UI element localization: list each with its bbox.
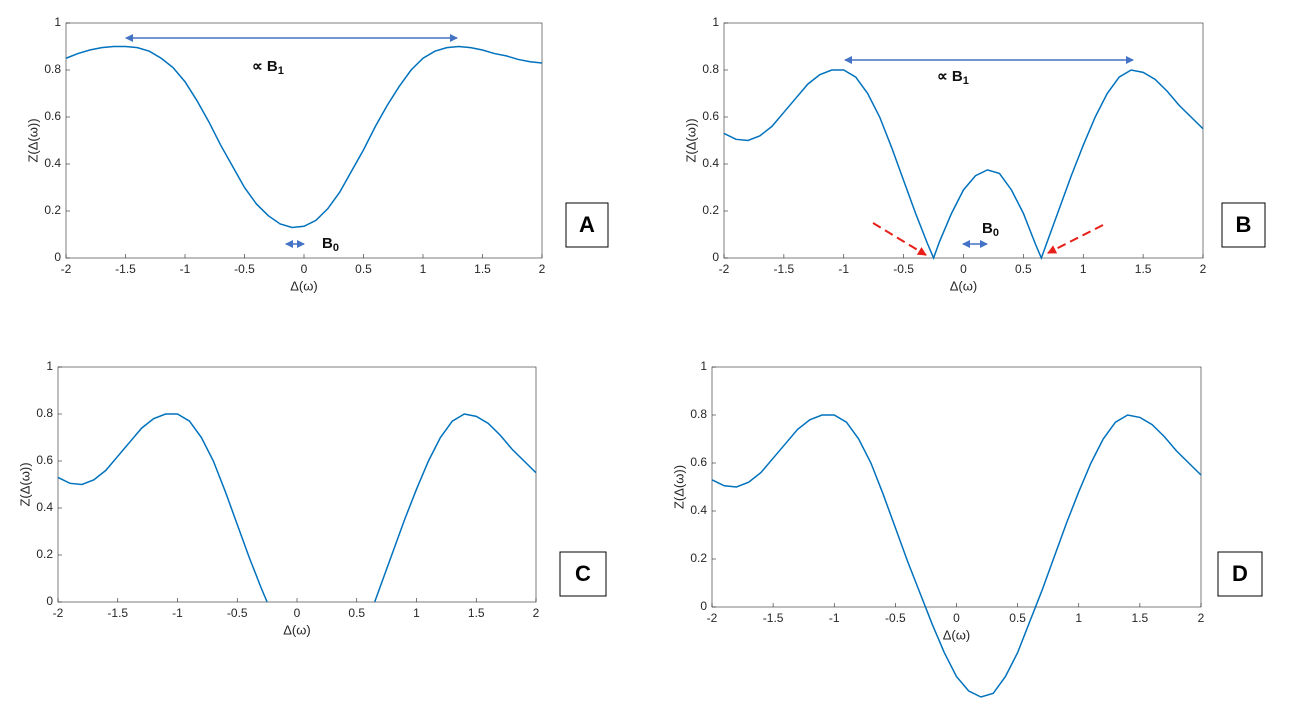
y-tick-label: 0.6 <box>44 109 61 123</box>
y-tick-label: 0.8 <box>702 62 719 76</box>
y-axis-label: Z(Δ(ω)) <box>683 118 698 162</box>
x-tick-label: -2 <box>53 606 64 620</box>
panel-label-box <box>565 202 609 248</box>
annotation-subscript: 1 <box>278 65 284 77</box>
y-tick-label: 0.4 <box>702 156 719 170</box>
y-tick-label: 0.4 <box>36 500 53 514</box>
y-axis-label: Z(Δ(ω)) <box>17 462 32 506</box>
y-tick-label: 0.6 <box>690 455 707 469</box>
x-tick-label: 2 <box>1200 262 1207 276</box>
x-axis-label: Δ(ω) <box>950 278 978 293</box>
x-tick-label: 1.5 <box>1132 611 1149 625</box>
curve <box>57 413 537 603</box>
x-tick-label: -0.5 <box>227 606 248 620</box>
pointer-arrow <box>1047 224 1104 254</box>
y-tick-label: 0 <box>46 594 53 608</box>
x-tick-label: -1.5 <box>763 611 784 625</box>
annotation: ∝ B1 <box>937 68 969 87</box>
x-tick-label: 2 <box>533 606 540 620</box>
x-tick-label: 0.5 <box>1009 611 1026 625</box>
x-axis-label: Δ(ω) <box>943 627 971 642</box>
y-tick-label: 0.8 <box>44 62 61 76</box>
y-tick-label: 0.8 <box>690 407 707 421</box>
axes-box <box>65 22 543 259</box>
curve <box>711 414 1202 698</box>
annotation-subscript: 0 <box>333 242 339 254</box>
y-tick-label: 1 <box>712 15 719 29</box>
y-tick-label: 0.4 <box>44 156 61 170</box>
x-tick-label: -1 <box>180 262 191 276</box>
axes-box <box>723 22 1204 259</box>
panel-label: D <box>1232 561 1248 586</box>
x-tick-label: -1.5 <box>115 262 136 276</box>
x-tick-label: 2 <box>539 262 546 276</box>
y-tick-label: 0 <box>700 599 707 613</box>
y-tick-label: 1 <box>700 359 707 373</box>
x-tick-label: -2 <box>707 611 718 625</box>
panel-label: B <box>1236 212 1252 237</box>
y-axis-label: Z(Δ(ω)) <box>671 465 686 509</box>
pointer-arrow <box>872 222 927 256</box>
y-tick-label: 0.6 <box>36 453 53 467</box>
x-tick-label: 1 <box>413 606 420 620</box>
x-tick-label: 0.5 <box>1015 262 1032 276</box>
annotation: ∝ B1 <box>252 58 284 77</box>
annotation: B0 <box>322 235 339 254</box>
annotation: B0 <box>982 220 999 239</box>
x-tick-label: 1.5 <box>474 262 491 276</box>
y-tick-label: 0.2 <box>702 203 719 217</box>
y-axis-label: Z(Δ(ω)) <box>25 118 40 162</box>
annotation-text: ∝ B <box>937 68 963 85</box>
panel-label: A <box>579 212 595 237</box>
x-tick-label: 0.5 <box>355 262 372 276</box>
y-tick-label: 0 <box>712 250 719 264</box>
annotation-text: B <box>982 220 993 237</box>
x-tick-label: 1.5 <box>1135 262 1152 276</box>
x-tick-label: -1.5 <box>107 606 128 620</box>
annotation-text: B <box>322 235 333 252</box>
y-tick-label: 0.2 <box>36 547 53 561</box>
x-tick-label: 0 <box>960 262 967 276</box>
x-tick-label: 0 <box>953 611 960 625</box>
x-tick-label: -1.5 <box>774 262 795 276</box>
panel-label-box <box>1217 551 1263 597</box>
y-tick-label: 0.8 <box>36 406 53 420</box>
x-axis-label: Δ(ω) <box>290 278 318 293</box>
annotation-subscript: 1 <box>963 75 969 87</box>
y-tick-label: 0.6 <box>702 109 719 123</box>
x-tick-label: 1 <box>420 262 427 276</box>
axes-box <box>711 366 1202 608</box>
x-tick-label: -0.5 <box>893 262 914 276</box>
x-tick-label: -2 <box>61 262 72 276</box>
y-tick-label: 1 <box>46 359 53 373</box>
annotation-text: ∝ B <box>252 58 278 75</box>
x-tick-label: -0.5 <box>234 262 255 276</box>
panel-label-box <box>1221 202 1266 248</box>
curve <box>65 45 543 229</box>
x-tick-label: 0 <box>294 606 301 620</box>
x-tick-label: 1 <box>1075 611 1082 625</box>
x-tick-label: 1.5 <box>468 606 485 620</box>
y-tick-label: 0.4 <box>690 503 707 517</box>
x-tick-label: -1 <box>172 606 183 620</box>
y-tick-label: 1 <box>54 15 61 29</box>
y-tick-label: 0 <box>54 250 61 264</box>
y-tick-label: 0.2 <box>690 551 707 565</box>
annotation-subscript: 0 <box>993 227 999 239</box>
x-tick-label: -1 <box>829 611 840 625</box>
x-tick-label: -0.5 <box>885 611 906 625</box>
axes-box <box>57 366 537 603</box>
x-tick-label: 2 <box>1198 611 1205 625</box>
panel-label-box <box>559 551 607 597</box>
panel-label: C <box>575 561 591 586</box>
x-axis-label: Δ(ω) <box>283 622 311 637</box>
curve <box>723 69 1204 261</box>
y-tick-label: 0.2 <box>44 203 61 217</box>
x-tick-label: -2 <box>719 262 730 276</box>
x-tick-label: -1 <box>838 262 849 276</box>
x-tick-label: 1 <box>1080 262 1087 276</box>
x-tick-label: 0.5 <box>348 606 365 620</box>
x-tick-label: 0 <box>301 262 308 276</box>
